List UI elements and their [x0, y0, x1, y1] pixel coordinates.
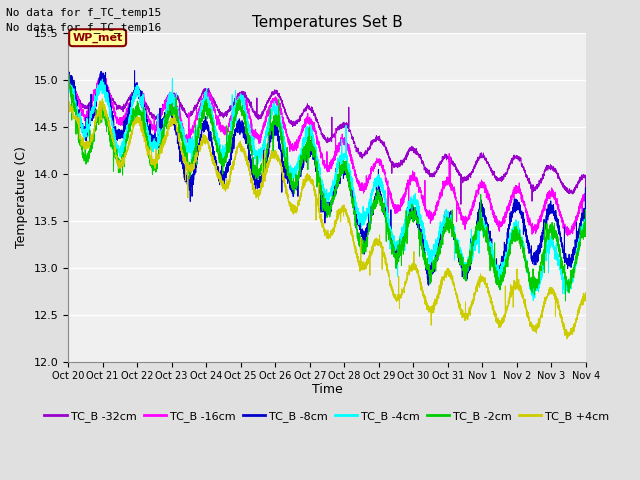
Y-axis label: Temperature (C): Temperature (C)	[15, 146, 28, 248]
Text: No data for f_TC_temp16: No data for f_TC_temp16	[6, 22, 162, 33]
Text: WP_met: WP_met	[72, 33, 123, 43]
Title: Temperatures Set B: Temperatures Set B	[252, 15, 403, 30]
Legend: TC_B -32cm, TC_B -16cm, TC_B -8cm, TC_B -4cm, TC_B -2cm, TC_B +4cm: TC_B -32cm, TC_B -16cm, TC_B -8cm, TC_B …	[40, 407, 614, 427]
X-axis label: Time: Time	[312, 383, 342, 396]
Text: No data for f_TC_temp15: No data for f_TC_temp15	[6, 7, 162, 18]
